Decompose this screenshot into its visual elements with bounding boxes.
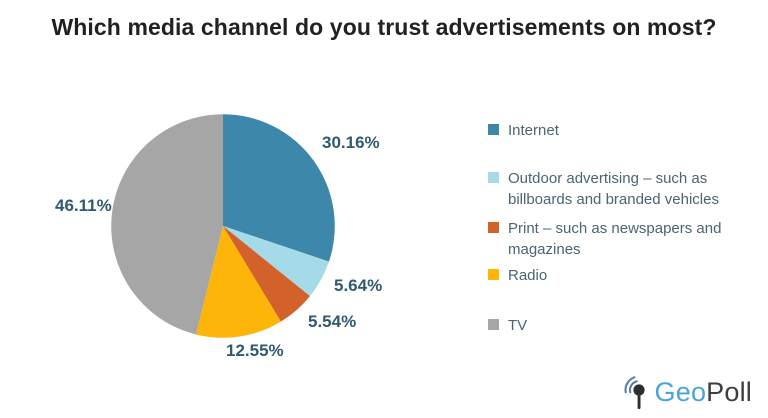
logo-text-poll: Poll	[706, 377, 752, 407]
legend-item-outdoor-advertising: Outdoor advertising – such as billboards…	[488, 168, 750, 210]
pie-slice-radio	[195, 226, 281, 338]
legend-swatch-print	[488, 222, 499, 233]
legend-label-radio: Radio	[508, 267, 548, 284]
legend-item-internet: Internet	[488, 120, 750, 141]
data-label-outdoor-advertising: 5.64%	[334, 276, 383, 295]
legend-item-print: Print – such as newspapers and magazines	[488, 218, 750, 260]
legend-swatch-radio	[488, 269, 499, 280]
legend-swatch-internet	[488, 124, 499, 135]
legend: Internet Outdoor advertising – such as b…	[488, 120, 750, 336]
data-label-internet: 30.16%	[322, 133, 380, 152]
legend-label-tv: TV	[508, 317, 528, 334]
geopoll-logo: Geo Poll	[620, 368, 752, 412]
legend-item-radio: Radio	[488, 265, 750, 286]
data-label-print: 5.54%	[308, 312, 357, 331]
pie-chart-area	[109, 112, 337, 340]
pie-slice-outdoor-advertising	[223, 226, 329, 297]
legend-swatch-tv	[488, 319, 499, 330]
legend-label-print: Print – such as newspapers and magazines	[508, 220, 722, 258]
map-pin-signal-icon	[624, 376, 645, 409]
legend-label-internet: Internet	[508, 122, 559, 139]
pie-chart	[111, 114, 335, 338]
logo-text-geo: Geo	[654, 377, 707, 407]
legend-label-outdoor-advertising: Outdoor advertising – such as billboards…	[508, 170, 719, 208]
legend-swatch-outdoor-advertising	[488, 172, 499, 183]
data-label-tv: 46.11%	[55, 196, 112, 215]
data-label-radio: 12.55%	[226, 341, 284, 360]
pie-slice-internet	[223, 114, 335, 262]
pie-slice-tv	[111, 114, 223, 335]
legend-item-tv: TV	[488, 315, 750, 336]
chart-title: Which media channel do you trust adverti…	[51, 14, 717, 40]
pie-slice-print	[223, 226, 311, 322]
